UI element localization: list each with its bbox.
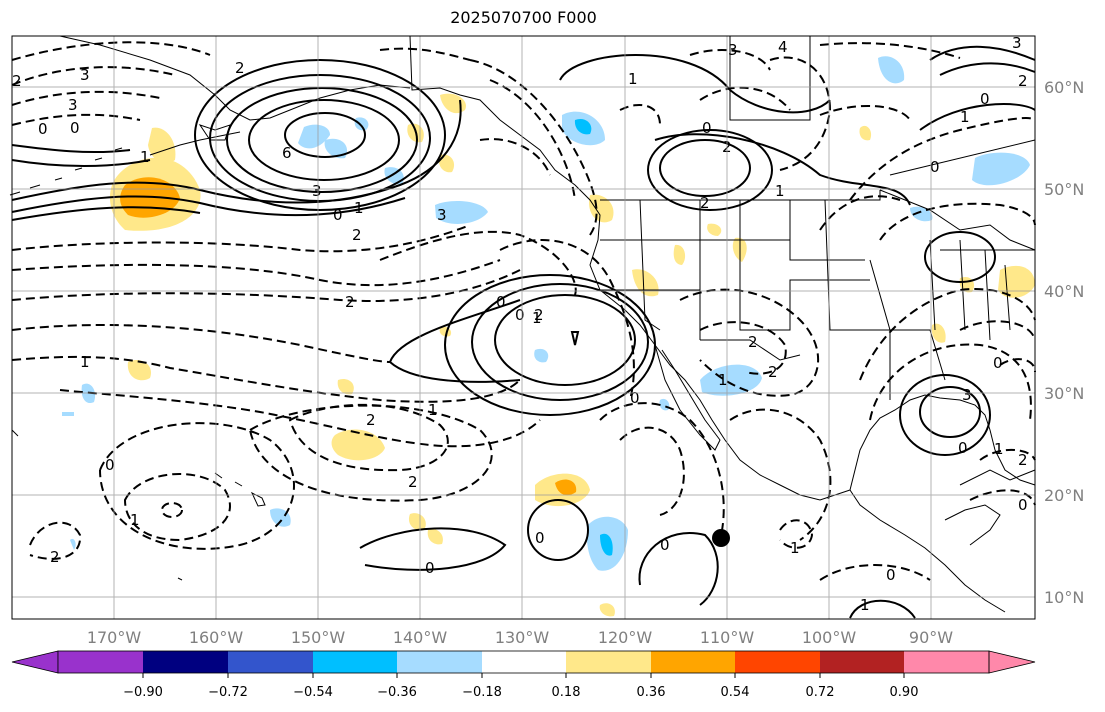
colorbar-segment <box>651 651 735 673</box>
lon-label: 170°W <box>87 628 142 647</box>
contour-label: 0 <box>630 389 640 407</box>
contour-label: 1 <box>130 511 140 529</box>
colorbar-tick-label: −0.36 <box>377 685 417 700</box>
contour-label: 3 <box>1012 34 1022 52</box>
lat-label: 10°N <box>1044 588 1084 607</box>
contour-label: 0 <box>70 119 80 137</box>
colorbar-tick-label: 0.54 <box>721 685 750 700</box>
colorbar-segment <box>566 651 651 673</box>
contour-label: 0 <box>660 536 670 554</box>
contour-label: 2 <box>1018 451 1028 469</box>
contour-label: 2 <box>345 293 355 311</box>
colorbar-tick-label: −0.18 <box>462 685 502 700</box>
contour-label: 2 <box>408 473 418 491</box>
colorbar-segment <box>397 651 482 673</box>
lat-label: 40°N <box>1044 282 1084 301</box>
lon-label: 100°W <box>802 628 857 647</box>
contour-label: 1 <box>140 148 150 166</box>
contour-label: 3 <box>728 41 738 59</box>
contour-label: 0 <box>515 306 525 324</box>
lon-label: 110°W <box>700 628 755 647</box>
colorbar-segment <box>58 651 143 673</box>
contour-label: 0 <box>993 354 1003 372</box>
contour-label: 2 <box>768 363 778 381</box>
lat-label: 20°N <box>1044 486 1084 505</box>
contour-label: 0 <box>425 559 435 577</box>
contour-label: 3 <box>312 182 322 200</box>
contour-label: 1 <box>354 199 364 217</box>
colorbar-segment <box>904 651 989 673</box>
lon-label: 160°W <box>189 628 244 647</box>
contour-label: 3 <box>437 206 447 224</box>
contour-label: 3 <box>962 386 972 404</box>
contour-label: 0 <box>105 456 115 474</box>
lat-label: 30°N <box>1044 384 1084 403</box>
contour-label: 0 <box>702 119 712 137</box>
contour-label: 1 <box>428 401 438 419</box>
contour-label: 3 <box>68 96 78 114</box>
contour-label: 1 <box>718 371 728 389</box>
lon-label: 150°W <box>291 628 346 647</box>
colorbar: −0.90 −0.72 −0.54 −0.36 −0.18 0.18 0.36 … <box>12 651 1035 700</box>
contour-label: 0 <box>496 293 506 311</box>
contour-label: 1 <box>994 440 1004 458</box>
colorbar-tick-label: −0.72 <box>208 685 248 700</box>
colorbar-extend-high <box>989 651 1035 673</box>
colorbar-tick-label: 0.72 <box>806 685 835 700</box>
colorbar-segment <box>820 651 904 673</box>
contour-label: 0 <box>333 206 343 224</box>
contour-label: 0 <box>958 439 968 457</box>
colorbar-segment <box>143 651 228 673</box>
contour-label: 1 <box>860 596 870 614</box>
contour-label: 0 <box>980 90 990 108</box>
contour-label: 2 <box>748 333 758 351</box>
contour-label: 0 <box>886 566 896 584</box>
contour-label: 2 <box>50 548 60 566</box>
contour-label: 2 <box>352 226 362 244</box>
lon-label: 130°W <box>495 628 550 647</box>
contour-label: 1 <box>790 539 800 557</box>
lon-label: 140°W <box>393 628 448 647</box>
lon-label: 120°W <box>598 628 653 647</box>
colorbar-segment <box>313 651 397 673</box>
colorbar-tick-label: 0.90 <box>890 685 919 700</box>
colorbar-extend-low <box>12 651 58 673</box>
contour-label: 0 <box>38 120 48 138</box>
contour-label: 1 <box>80 353 90 371</box>
latitude-labels: 60°N 50°N 40°N 30°N 20°N 10°N <box>1044 78 1084 607</box>
lon-label: 90°W <box>909 628 953 647</box>
longitude-labels: 170°W 160°W 150°W 140°W 130°W 120°W 110°… <box>87 628 953 647</box>
colorbar-tick-label: −0.54 <box>293 685 333 700</box>
lat-label: 50°N <box>1044 180 1084 199</box>
map-background <box>12 36 1035 619</box>
contour-label: 6 <box>282 144 292 162</box>
contour-label: 4 <box>778 38 788 56</box>
contour-label: 0 <box>1018 496 1028 514</box>
colorbar-segment <box>482 651 566 673</box>
contour-label: 2 <box>700 194 710 212</box>
contour-label: 1 <box>628 70 638 88</box>
colorbar-tick-label: 0.18 <box>552 685 581 700</box>
contour-label: 2 <box>366 411 376 429</box>
contour-label: 0 <box>535 529 545 547</box>
contour-label: 1 <box>775 182 785 200</box>
colorbar-segment <box>735 651 820 673</box>
colorbar-segment <box>228 651 313 673</box>
colorbar-tick-label: 0.36 <box>637 685 666 700</box>
contour-label: 2 <box>235 59 245 77</box>
lat-label: 60°N <box>1044 78 1084 97</box>
contour-label: 3 <box>80 66 90 84</box>
location-marker <box>712 529 730 547</box>
colorbar-tick-label: −0.90 <box>123 685 163 700</box>
contour-label: 2 <box>534 306 544 324</box>
contour-label: 1 <box>960 108 970 126</box>
